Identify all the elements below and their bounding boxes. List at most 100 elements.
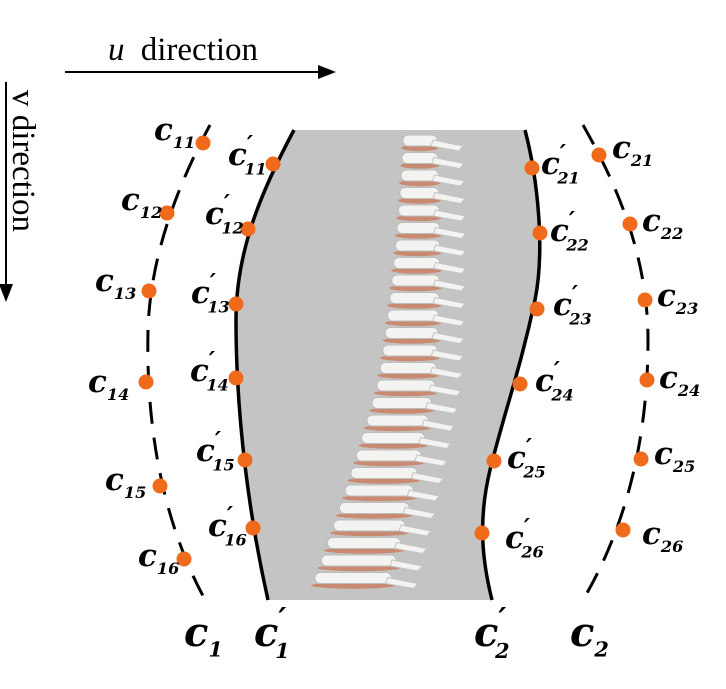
v-direction-label: v direction [5, 90, 41, 232]
vertebra [326, 537, 402, 549]
point-label-left-inner-15: c′ 15 [196, 427, 235, 474]
control-point-right-inner-25 [486, 453, 502, 469]
control-point-right-inner-23 [529, 301, 545, 317]
label-subscript: 15 [212, 455, 234, 474]
point-label-left-outer-11: c11 [154, 112, 195, 152]
vertebra [355, 449, 422, 462]
label-subscript: 21 [556, 168, 579, 187]
control-point-right-inner-24 [512, 376, 528, 392]
vertebra [361, 432, 426, 444]
label-base: c [659, 360, 678, 396]
spinous-process [431, 156, 465, 170]
vertebra [376, 379, 436, 392]
label-base: c [190, 353, 209, 389]
spinous-process [384, 576, 419, 590]
spinous-process [414, 454, 448, 467]
label-base: c [138, 538, 157, 574]
curve-label-c1: c1 [184, 609, 223, 661]
point-label-right-outer-26: c26 [642, 516, 683, 556]
label-base: c [535, 363, 554, 399]
point-label-left-outer-15: c15 [105, 462, 146, 502]
vertebra [379, 362, 437, 374]
label-subscript: 23 [568, 309, 591, 328]
spinous-process [429, 366, 464, 380]
spinous-process [432, 209, 467, 222]
vertebra [389, 292, 440, 304]
vertebra [384, 327, 439, 339]
control-point-right-outer-21 [591, 147, 607, 163]
label-subscript: 23 [675, 299, 698, 318]
vertebra [397, 204, 440, 217]
label-prime: ′ [210, 269, 216, 296]
u-direction-arrow [65, 65, 336, 79]
label-base: c [541, 146, 560, 182]
point-label-right-outer-25: c25 [654, 436, 695, 476]
point-label-left-inner-12: c′ 12 [205, 190, 244, 237]
label-prime: ′ [560, 140, 566, 167]
label-base: c [505, 520, 524, 556]
spinous-process [432, 279, 467, 292]
spinous-process [432, 226, 467, 240]
control-point-left-inner-14 [228, 370, 244, 386]
point-label-left-outer-16: c16 [138, 538, 179, 578]
point-label-left-inner-16: c′ 16 [208, 502, 247, 549]
label-prime: ′ [526, 434, 532, 461]
label-subscript: 11 [173, 133, 195, 152]
label-subscript: 16 [224, 530, 246, 549]
control-point-left-inner-15 [237, 452, 253, 468]
control-point-left-outer-12 [159, 205, 175, 221]
point-label-left-inner-14: c′ 14 [190, 347, 229, 394]
label-subscript: 22 [660, 224, 683, 243]
spinous-process [430, 139, 464, 152]
point-label-right-inner-25: c′ 25 [507, 434, 546, 481]
point-label-right-outer-21: c21 [612, 130, 653, 170]
point-label-left-outer-13: c13 [95, 263, 136, 303]
control-points [138, 135, 655, 567]
label-base: c [642, 203, 661, 239]
vertebra [338, 502, 410, 514]
u-symbol: u [108, 32, 125, 68]
label-base: c [95, 263, 114, 299]
vertebra [382, 344, 438, 357]
label-subscript: 24 [677, 381, 700, 400]
point-label-right-inner-21: c′ 21 [541, 140, 580, 187]
vertebra [344, 484, 414, 497]
u-word: direction [141, 32, 258, 68]
point-label-right-inner-26: c′ 26 [505, 514, 544, 561]
control-point-right-outer-25 [633, 451, 649, 467]
label-base: c [154, 112, 173, 148]
vertebra [350, 467, 418, 479]
label-base: c [196, 433, 215, 469]
point-label-left-outer-14: c14 [88, 364, 129, 404]
spinous-process [410, 471, 445, 485]
label-subscript: 13 [207, 297, 229, 316]
point-label-left-inner-11: c′ 11 [228, 131, 267, 178]
label-prime: ′ [524, 514, 530, 541]
label-prime: ′ [209, 347, 215, 374]
control-point-left-inner-11 [265, 156, 281, 172]
spinous-process [428, 384, 462, 397]
label-prime: ′ [278, 602, 286, 637]
point-label-right-outer-22: c22 [642, 203, 683, 243]
spinous-process [389, 559, 424, 572]
label-subscript: 2 [494, 638, 509, 663]
spinous-process [432, 296, 466, 310]
control-point-right-outer-24 [639, 372, 655, 388]
label-subscript: 16 [157, 559, 179, 578]
control-point-right-inner-26 [474, 525, 490, 541]
label-prime: ′ [247, 131, 253, 158]
control-point-left-outer-11 [195, 135, 211, 151]
label-base: c [121, 182, 140, 218]
spinous-process [431, 174, 466, 187]
control-point-left-outer-16 [176, 551, 192, 567]
curve-c2 [581, 124, 650, 601]
label-subscript: 2 [593, 636, 608, 661]
label-base: c [184, 609, 208, 656]
u-direction-label: u direction [108, 32, 258, 68]
control-point-left-inner-16 [245, 520, 261, 536]
spinous-process [432, 244, 467, 257]
label-base: c [228, 137, 247, 173]
label-subscript: 25 [672, 457, 695, 476]
